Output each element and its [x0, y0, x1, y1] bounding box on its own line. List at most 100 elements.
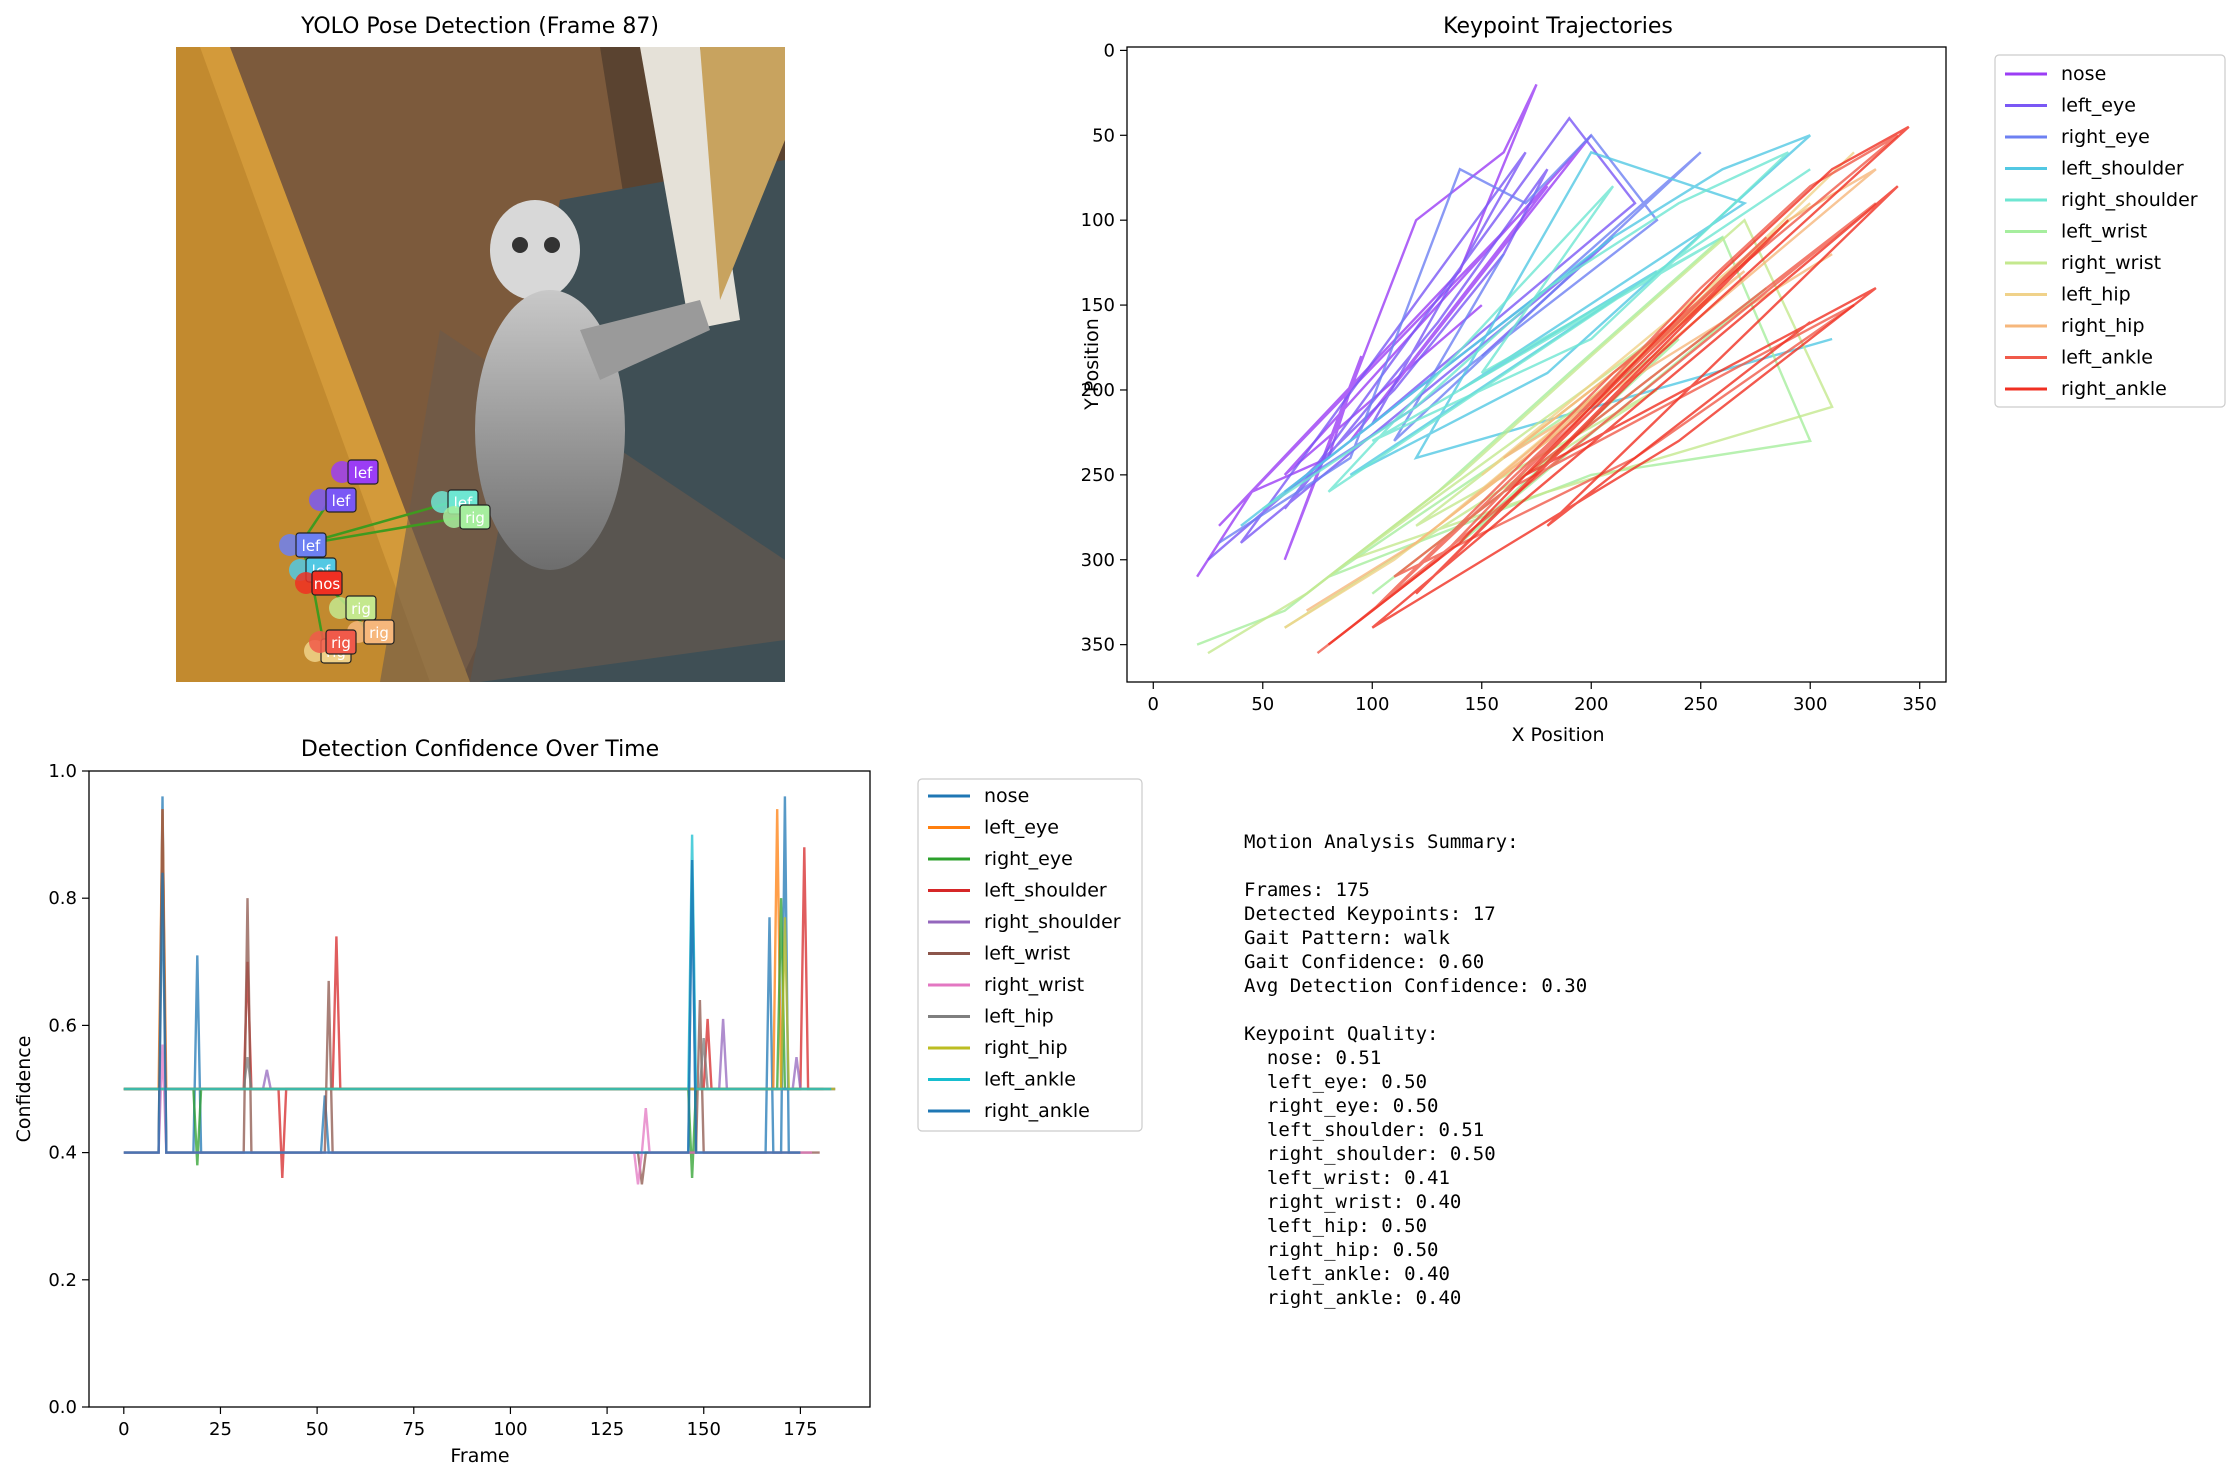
- y-tick-label: 150: [1081, 295, 1115, 316]
- confidence-legend: nose left_eye right_eye left_shoulder right_…: [917, 778, 1143, 1132]
- legend-entry: right_eye: [2061, 126, 2150, 148]
- x-tick-label: 150: [687, 1419, 721, 1440]
- confidence-series-right_ankle: [123, 859, 801, 1154]
- trajectory-series-right_eye: [1218, 133, 1702, 544]
- y-tick-label: 50: [1092, 125, 1115, 146]
- summary-line: Avg Detection Confidence: 0.30: [1244, 975, 1587, 997]
- keypoint-label-box: [459, 504, 491, 530]
- summary-line: right_eye: 0.50: [1244, 1095, 1438, 1117]
- y-tick-label: 100: [1081, 210, 1115, 231]
- x-tick-label: 50: [1251, 694, 1274, 715]
- x-tick-label: 100: [1355, 694, 1389, 715]
- confidence-series-group: [123, 796, 836, 1185]
- y-tick-label: 1.0: [48, 761, 77, 782]
- summary-line: Gait Pattern: walk: [1244, 927, 1450, 949]
- y-tick-label: 0.8: [48, 888, 77, 909]
- trajectory-ticks: 0 50 100 150 200 250 300 350 0 50 100 150 200 250 300 3…: [1081, 40, 1937, 715]
- skeleton-bone: [299, 515, 465, 547]
- summary-line: Gait Confidence: 0.60: [1244, 951, 1484, 973]
- summary-line: left_wrist: 0.41: [1244, 1167, 1450, 1189]
- summary-line: left_eye: 0.50: [1244, 1071, 1427, 1093]
- pose-panel: YOLO Pose Detection (Frame 87) lefleflef…: [176, 14, 785, 682]
- legend-frame: [1994, 54, 2226, 408]
- confidence-series-right_eye: [123, 898, 801, 1179]
- keypoint-label-box: [325, 629, 357, 655]
- legend-entry: right_hip: [984, 1037, 1068, 1059]
- x-tick-label: 50: [306, 1419, 329, 1440]
- trajectory-legend: nose left_eye right_eye left_shoulder right_…: [1994, 54, 2226, 408]
- summary-line: Motion Analysis Summary:: [1244, 831, 1519, 853]
- y-tick-label: 250: [1081, 465, 1115, 486]
- legend-entry: left_shoulder: [984, 880, 1107, 902]
- keypoint-label: rig: [331, 634, 351, 652]
- keypoint-label: rig: [369, 624, 389, 642]
- summary-line: left_hip: 0.50: [1244, 1215, 1427, 1237]
- confidence-ticks: 0 25 50 75 100 125 150 175 0.0 0.2 0.4 0.6 0.8 1.0: [48, 761, 817, 1440]
- legend-entry: left_ankle: [2061, 347, 2153, 369]
- keypoint-label: nos: [314, 575, 341, 593]
- summary-line: Frames: 175: [1244, 879, 1370, 901]
- legend-entry: right_ankle: [2061, 378, 2167, 400]
- x-tick-label: 100: [493, 1419, 527, 1440]
- summary-line: left_ankle: 0.40: [1244, 1263, 1450, 1285]
- keypoint-label: rig: [351, 600, 371, 618]
- x-tick-label: 175: [783, 1419, 817, 1440]
- y-tick-label: 350: [1081, 635, 1115, 656]
- legend-entry: right_wrist: [2061, 252, 2161, 274]
- summary-line: Keypoint Quality:: [1244, 1023, 1438, 1045]
- legend-entry: right_hip: [2061, 315, 2145, 337]
- legend-entry: right_wrist: [984, 974, 1084, 996]
- legend-entry: left_wrist: [984, 943, 1070, 965]
- trajectory-series-left_eye: [1207, 116, 1637, 561]
- keypoint-label: lef: [332, 492, 351, 510]
- summary-line: Detected Keypoints: 17: [1244, 903, 1496, 925]
- legend-frame: [917, 778, 1143, 1132]
- summary-line: right_ankle: 0.40: [1244, 1287, 1461, 1309]
- trajectory-series-right_ankle: [1327, 125, 1910, 646]
- confidence-panel: Detection Confidence Over Time 0 25 50 75 10…: [13, 737, 1143, 1467]
- legend-entry: nose: [2061, 63, 2106, 85]
- legend-entry: nose: [984, 785, 1029, 807]
- legend-entry: right_eye: [984, 848, 1073, 870]
- confidence-series-right_shoulder: [123, 1018, 836, 1091]
- confidence-series-left_ankle: [123, 834, 832, 1091]
- keypoint-label-box: [325, 487, 357, 513]
- confidence-title: Detection Confidence Over Time: [301, 737, 659, 762]
- keypoint-label-box: [345, 595, 377, 621]
- trajectory-ylabel: Y Position: [1081, 318, 1103, 411]
- keypoint-label-box: [295, 532, 327, 558]
- summary-line: right_hip: 0.50: [1244, 1239, 1438, 1261]
- summary-line: right_shoulder: 0.50: [1244, 1143, 1496, 1165]
- trajectory-series-right_wrist: [1207, 218, 1834, 655]
- x-tick-label: 0: [118, 1419, 129, 1440]
- y-tick-label: 0.0: [48, 1397, 77, 1418]
- confidence-ylabel: Confidence: [13, 1036, 35, 1143]
- trajectory-series-nose: [1196, 83, 1593, 578]
- trajectory-title: Keypoint Trajectories: [1443, 14, 1673, 39]
- summary-line: right_wrist: 0.40: [1244, 1191, 1461, 1213]
- pose-keypoint-overlay: lefleflefleflefrigrigrigrigrignos: [279, 459, 491, 664]
- legend-entry: right_shoulder: [2061, 189, 2198, 211]
- legend-entry: left_eye: [984, 817, 1059, 839]
- motion-summary: Motion Analysis Summary: Frames: 175Detec…: [1244, 831, 1587, 1309]
- keypoint-label-box: [347, 459, 379, 485]
- keypoint-label-box: [311, 570, 343, 596]
- keypoint-label: rig: [465, 509, 485, 527]
- x-tick-label: 125: [590, 1419, 624, 1440]
- x-tick-label: 350: [1903, 694, 1937, 715]
- summary-line: left_shoulder: 0.51: [1244, 1119, 1484, 1141]
- legend-entry: left_shoulder: [2061, 158, 2184, 180]
- y-tick-label: 0: [1104, 40, 1115, 61]
- x-tick-label: 0: [1148, 694, 1159, 715]
- trajectory-panel: Keypoint Trajectories 0 50 100 150 200 250 300…: [1081, 14, 2226, 746]
- keypoint-label-box: [363, 619, 395, 645]
- legend-entry: left_hip: [2061, 284, 2131, 306]
- legend-entry: left_ankle: [984, 1069, 1076, 1091]
- y-tick-label: 200: [1081, 380, 1115, 401]
- confidence-xlabel: Frame: [450, 1445, 509, 1467]
- legend-entry: left_eye: [2061, 95, 2136, 117]
- legend-entry: left_wrist: [2061, 221, 2147, 243]
- y-tick-label: 0.4: [48, 1143, 77, 1164]
- legend-entry: right_ankle: [984, 1100, 1090, 1122]
